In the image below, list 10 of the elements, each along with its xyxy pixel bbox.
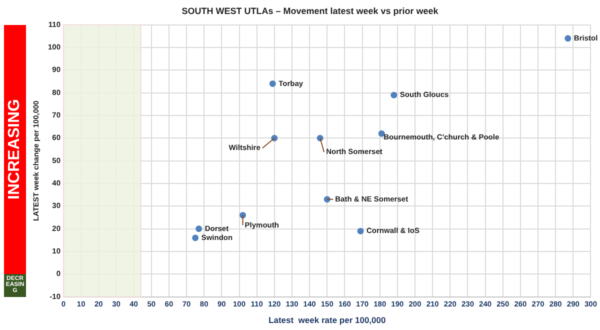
point: [196, 226, 202, 232]
point: [564, 35, 572, 42]
x-axis-title: Latest week rate per 100,000: [268, 315, 386, 326]
point: [390, 92, 398, 98]
point: [357, 228, 364, 234]
point: [192, 234, 199, 242]
point: [269, 80, 276, 87]
point: [378, 130, 385, 137]
text: INCREASING: [6, 99, 24, 200]
chart-title: SOUTH WEST UTLAs – Movement latest week vs prior week: [182, 6, 440, 16]
